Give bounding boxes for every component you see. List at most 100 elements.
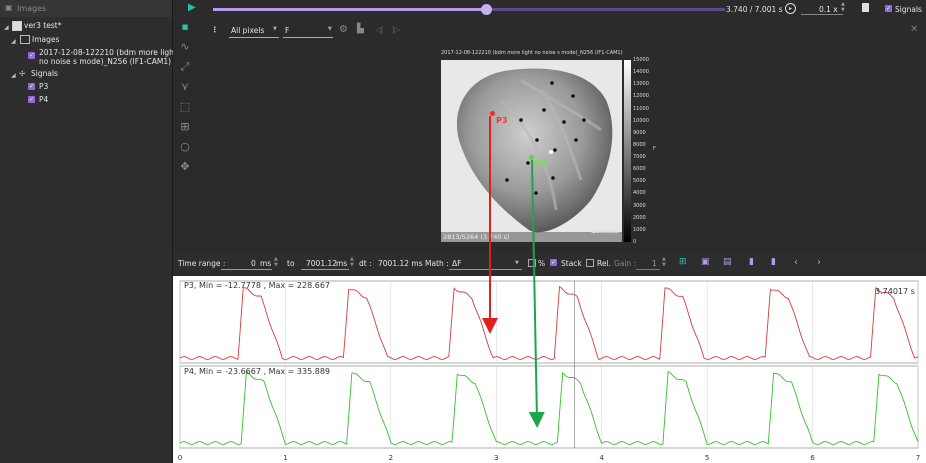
- gain-input[interactable]: 1: [652, 259, 657, 268]
- playback-bar: ▶ 3.740 / 7.001 s ▸ 0.1 x ▲ ▼ ✓ Signals: [173, 0, 926, 17]
- table-icon[interactable]: ⊞: [679, 257, 687, 267]
- signals-toggle-checkbox[interactable]: ✓: [885, 5, 892, 12]
- play-button[interactable]: ▶: [188, 2, 196, 13]
- image-item-checkbox[interactable]: ✓: [28, 52, 35, 59]
- heart-image[interactable]: [441, 60, 622, 242]
- gear-icon[interactable]: ⚙: [339, 24, 348, 35]
- expand-arrow-icon[interactable]: ◢: [11, 38, 16, 45]
- colorbar-tick-label: 3000: [633, 202, 646, 209]
- stack-label: Stack: [561, 259, 582, 268]
- signal-p3-checkbox[interactable]: ✓: [28, 83, 35, 90]
- x-tick-label: 7: [916, 454, 920, 462]
- previous-icon[interactable]: ‹: [794, 257, 798, 268]
- expand-arrow-icon[interactable]: ◢: [11, 72, 16, 79]
- to-spinner-icon[interactable]: ▲ ▼: [350, 256, 354, 268]
- step-back-icon[interactable]: ◁|: [375, 25, 384, 34]
- loop-icon[interactable]: ▸: [785, 3, 796, 14]
- signal-toolbar: Time range : 0 ms ▲ ▼ to 7001.12 ms ▲ ▼ dt…: [173, 253, 926, 273]
- histogram-icon[interactable]: ▙: [357, 24, 364, 34]
- next-icon[interactable]: ›: [817, 257, 821, 268]
- ellipse-tool-icon[interactable]: ○: [180, 140, 190, 153]
- tree-header: ▣ Images: [0, 0, 172, 17]
- signal-chart[interactable]: 0 1 2 3 4 5 6 7 P3, Min = -12.7778 , Max = 228.…: [173, 276, 926, 463]
- image-item-label-line1[interactable]: 2017-12-08-122210 (bdm more light: [39, 48, 177, 57]
- speed-underline: [801, 14, 843, 15]
- image-item-label-line2[interactable]: no noise s mode)_N256 (IF1-CAM1): [39, 57, 172, 66]
- signal-p3-label[interactable]: P3: [39, 82, 49, 91]
- signal-plot[interactable]: 0 1 2 3 4 5 6 7: [173, 276, 926, 463]
- math-underline: [449, 269, 522, 270]
- rel-checkbox[interactable]: [586, 259, 594, 267]
- p4-trace-label: P4, Min = -23.6667 , Max = 335.889: [184, 367, 330, 376]
- move-tool-icon[interactable]: ✥: [180, 160, 190, 173]
- save-icon[interactable]: [862, 3, 869, 12]
- p3-trace-label: P3, Min = -12.7778 , Max = 228.667: [184, 281, 330, 290]
- trace-p3: [179, 285, 919, 360]
- select-tool-icon[interactable]: ■: [181, 23, 189, 31]
- p3-marker-label: P3: [496, 116, 508, 125]
- images-node[interactable]: Images: [32, 35, 60, 44]
- rect-tool-icon[interactable]: ⬚: [179, 100, 191, 113]
- export-file-icon[interactable]: ▤: [723, 257, 732, 267]
- signal-p4-checkbox[interactable]: ✓: [28, 96, 35, 103]
- stack-checkbox[interactable]: ✓: [550, 259, 557, 266]
- dt-label: dt :: [359, 259, 372, 268]
- signals-node[interactable]: Signals: [31, 69, 58, 78]
- colorbar-tick-label: 7000: [633, 154, 646, 161]
- p4-marker[interactable]: [529, 155, 534, 160]
- trace-p4: [179, 370, 919, 445]
- speed-spinner-icon[interactable]: ▲ ▼: [841, 1, 845, 13]
- x-tick-label: 3: [494, 454, 498, 462]
- channel-select[interactable]: F: [285, 26, 290, 35]
- dt-value: 7001.12 ms: [378, 259, 423, 268]
- more-options-icon[interactable]: ⋮: [211, 25, 219, 34]
- playback-handle[interactable]: [481, 4, 493, 15]
- brush-tool-icon[interactable]: ∿: [180, 40, 190, 53]
- chevron-down-icon[interactable]: ▼: [328, 26, 332, 32]
- percent-checkbox[interactable]: [528, 259, 536, 267]
- to-value-input[interactable]: 7001.12: [306, 259, 338, 268]
- chevron-down-icon[interactable]: ▼: [273, 26, 277, 32]
- pixel-mode-select[interactable]: All pixels: [231, 26, 265, 35]
- from-value-input[interactable]: 0: [251, 259, 256, 268]
- speed-value[interactable]: 0.1 x: [819, 5, 838, 14]
- project-tree-panel: ▣ Images ◢ ver3 test* ◢ Images ✓ 2017-12…: [0, 0, 177, 463]
- x-tick-label: 1: [283, 454, 287, 462]
- line-tool-icon[interactable]: ⤢: [180, 60, 190, 73]
- expand-arrow-icon[interactable]: ◢: [4, 24, 9, 31]
- chevron-down-icon[interactable]: ▼: [515, 260, 519, 266]
- p3-marker[interactable]: [490, 111, 495, 116]
- x-tick-label: 2: [389, 454, 393, 462]
- grid-tool-icon[interactable]: ⊞: [180, 120, 190, 133]
- mode-select-underline: [229, 37, 279, 38]
- signal-p4-label[interactable]: P4: [39, 95, 49, 104]
- images-folder-icon: [20, 35, 30, 44]
- colorbar-tick-label: 13000: [633, 81, 649, 88]
- colorbar-tick-label: 0: [633, 239, 637, 245]
- project-root[interactable]: ver3 test*: [24, 21, 62, 30]
- gain-spinner-icon[interactable]: ▲ ▼: [662, 256, 666, 268]
- colorbar-tick-label: 11000: [633, 105, 649, 112]
- tool-column: ■ ∿ ⤢ ⋎ ⬚ ⊞ ○ ✥: [173, 17, 197, 247]
- to-label: to: [287, 259, 295, 268]
- colorbar-unit: F: [653, 146, 656, 152]
- math-label: Math :: [425, 259, 449, 268]
- x-tick-label: 6: [810, 454, 815, 462]
- scale-bar-label: 100 mm: [592, 228, 618, 235]
- colorbar-tick-label: 1000: [633, 226, 646, 233]
- math-select[interactable]: ΔF: [452, 259, 462, 268]
- from-spinner-icon[interactable]: ▲ ▼: [274, 256, 278, 268]
- signals-toggle-label[interactable]: Signals: [895, 5, 922, 14]
- export-image-icon[interactable]: ▣: [701, 257, 710, 267]
- from-unit: ms: [260, 259, 272, 268]
- step-forward-icon[interactable]: |▷: [392, 25, 401, 34]
- playback-track[interactable]: [213, 4, 725, 15]
- channel-select-underline: [283, 37, 333, 38]
- tree-header-label: Images: [17, 4, 47, 13]
- polyline-tool-icon[interactable]: ⋎: [180, 80, 190, 93]
- close-icon[interactable]: ✕: [910, 24, 919, 35]
- image-title: 2017-12-08-122210 (bdm more light no noi…: [441, 50, 623, 56]
- bookmark-icon[interactable]: ▮: [749, 257, 754, 267]
- bookmark-list-icon[interactable]: ▮: [771, 257, 776, 267]
